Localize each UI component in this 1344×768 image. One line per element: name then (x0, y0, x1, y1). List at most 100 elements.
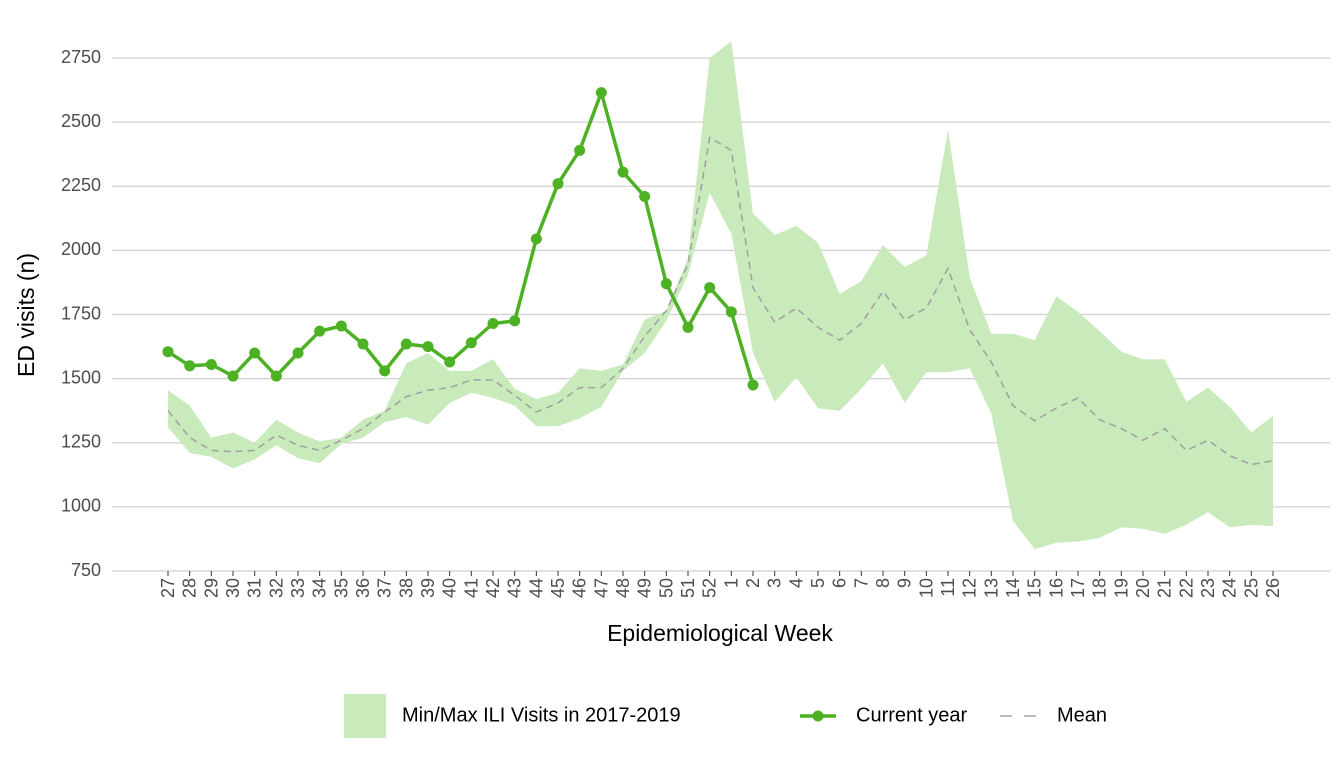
x-tick-label: 31 (245, 578, 265, 598)
x-tick-label: 10 (916, 578, 936, 598)
y-tick-label: 2000 (61, 239, 101, 259)
x-tick-label: 7 (851, 578, 871, 588)
y-axis-title: ED visits (n) (13, 253, 39, 377)
x-tick-label: 29 (201, 578, 221, 598)
current-year-point (574, 144, 586, 156)
x-tick-label: 30 (223, 578, 243, 598)
x-tick-label: 18 (1090, 578, 1110, 598)
x-tick-label: 36 (353, 578, 373, 598)
current-year-point (357, 338, 369, 350)
x-tick-label: 49 (635, 578, 655, 598)
x-tick-label: 8 (873, 578, 893, 588)
x-tick-label: 41 (461, 578, 481, 598)
min-max-band (168, 41, 1273, 550)
x-tick-label: 11 (938, 578, 958, 597)
current-year-point (205, 359, 217, 371)
x-tick-label: 3 (765, 578, 785, 588)
current-year-point (379, 365, 391, 377)
current-year-point (335, 320, 347, 332)
x-tick-label: 32 (266, 578, 286, 598)
current-year-line (167, 90, 755, 386)
x-tick-label: 34 (310, 578, 330, 598)
x-tick-label: 6 (830, 578, 850, 588)
mean-line (167, 136, 1274, 466)
y-tick-label: 2750 (61, 47, 101, 67)
current-year-point (249, 347, 261, 359)
x-tick-label: 27 (158, 578, 178, 598)
current-year-point (314, 325, 326, 337)
x-tick-label: 39 (418, 578, 438, 598)
x-tick-label: 4 (786, 578, 806, 588)
x-tick-label: 40 (440, 578, 460, 598)
x-tick-label: 44 (526, 578, 546, 598)
x-tick-label: 19 (1111, 578, 1131, 598)
x-tick-label: 50 (656, 578, 676, 598)
current-year-point (725, 306, 737, 318)
x-tick-label: 14 (1003, 578, 1023, 598)
x-tick-label: 23 (1198, 578, 1218, 598)
current-year-point (617, 166, 629, 178)
x-tick-label: 12 (960, 578, 980, 598)
current-year-point (660, 278, 672, 290)
x-tick-label: 35 (331, 578, 351, 598)
x-tick-label: 25 (1241, 578, 1261, 598)
current-year-point (747, 379, 759, 391)
x-tick-label: 48 (613, 578, 633, 598)
x-tick-label: 22 (1176, 578, 1196, 598)
x-tick-label: 21 (1155, 578, 1175, 598)
current-year-point (422, 341, 434, 353)
x-tick-label: 17 (1068, 578, 1088, 598)
x-tick-label: 16 (1046, 578, 1066, 598)
current-year-point (400, 338, 412, 350)
y-tick-label: 1500 (61, 367, 101, 387)
x-tick-label: 28 (180, 578, 200, 598)
x-tick-label: 37 (375, 578, 395, 598)
current-year-point (227, 370, 239, 382)
legend-swatch (344, 694, 386, 738)
current-year-point (465, 337, 477, 349)
current-year-point (509, 315, 521, 327)
current-year-point (444, 356, 456, 368)
legend-label: Current year (856, 704, 967, 726)
current-year-point (162, 346, 174, 358)
current-year-point (552, 178, 564, 190)
current-year-point (184, 360, 196, 372)
x-tick-label: 42 (483, 578, 503, 598)
x-tick-label: 52 (700, 578, 720, 598)
x-tick-label: 15 (1025, 578, 1045, 598)
x-tick-label: 38 (396, 578, 416, 598)
x-tick-label: 1 (721, 578, 741, 588)
x-tick-label: 20 (1133, 578, 1153, 598)
x-tick-label: 26 (1263, 578, 1283, 598)
current-year-point (487, 317, 499, 329)
x-tick-label: 13 (981, 578, 1001, 598)
x-tick-label: 2 (743, 578, 763, 588)
x-tick-label: 9 (895, 578, 915, 588)
y-tick-label: 750 (71, 560, 101, 580)
current-year-point (270, 370, 282, 382)
y-tick-label: 2500 (61, 111, 101, 131)
legend-label: Min/Max ILI Visits in 2017-2019 (402, 704, 681, 726)
x-tick-label: 46 (570, 578, 590, 598)
current-year-point (292, 347, 304, 359)
x-axis-title: Epidemiological Week (607, 620, 833, 646)
current-year-point (530, 233, 542, 245)
current-year-point (682, 321, 694, 333)
current-year-point (704, 282, 716, 294)
current-year-point (595, 87, 607, 99)
x-tick-label: 45 (548, 578, 568, 598)
y-tick-label: 1250 (61, 432, 101, 452)
x-tick-label: 33 (288, 578, 308, 598)
current-year-point (639, 191, 651, 203)
x-tick-label: 47 (591, 578, 611, 598)
legend-swatch-point (812, 710, 824, 722)
x-tick-label: 51 (678, 578, 698, 598)
x-tick-label: 24 (1220, 578, 1240, 598)
y-tick-label: 1000 (61, 496, 101, 516)
x-tick-label: 5 (808, 578, 828, 588)
x-tick-label: 43 (505, 578, 525, 598)
legend-label: Mean (1057, 704, 1107, 726)
y-tick-label: 2250 (61, 175, 101, 195)
y-tick-label: 1750 (61, 303, 101, 323)
